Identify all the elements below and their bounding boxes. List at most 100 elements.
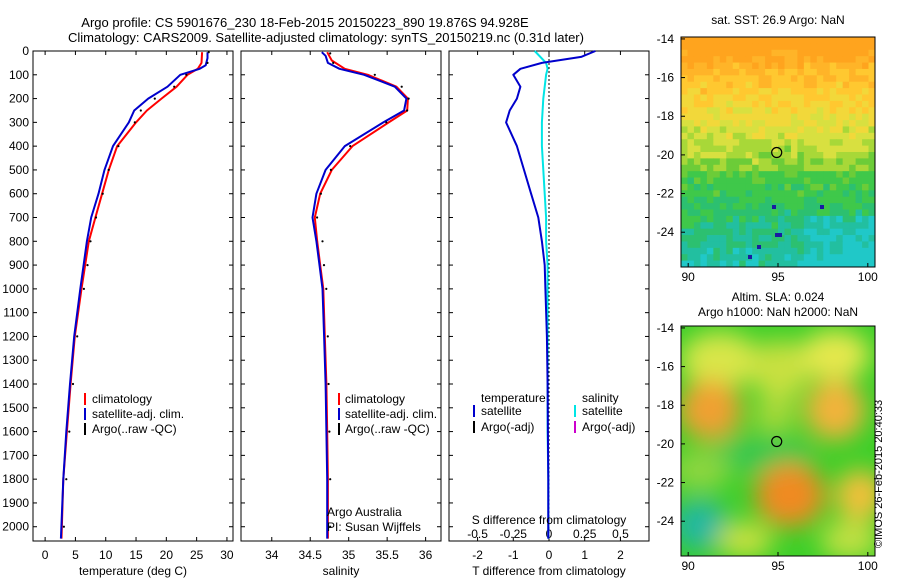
sst-cell bbox=[693, 126, 701, 134]
sst-cell bbox=[706, 49, 714, 57]
sst-cell bbox=[765, 139, 772, 147]
sst-cell bbox=[862, 62, 869, 70]
longitude-tick-label: 95 bbox=[771, 559, 785, 573]
sst-cell bbox=[862, 190, 869, 198]
sst-cell bbox=[765, 158, 772, 166]
sst-cell bbox=[706, 196, 714, 204]
sst-cell bbox=[739, 100, 747, 108]
sst-cell bbox=[700, 209, 708, 217]
sst-cell bbox=[752, 62, 759, 70]
sst-cell bbox=[784, 260, 792, 267]
sst-cell bbox=[693, 75, 701, 83]
latitude-tick-label: -18 bbox=[657, 398, 675, 412]
sst-cell bbox=[816, 113, 824, 121]
sst-cell bbox=[687, 183, 695, 191]
sst-cell bbox=[803, 260, 811, 267]
sst-cell bbox=[842, 81, 850, 89]
s-difference-x-axis: -0.5 -0.25 0 0.25 0.5 bbox=[467, 527, 629, 541]
sst-cell bbox=[752, 152, 759, 159]
sst-cell bbox=[758, 196, 766, 204]
sst-cell bbox=[816, 260, 824, 267]
sst-cell bbox=[823, 62, 831, 70]
sst-cell bbox=[681, 183, 688, 191]
sst-cell bbox=[765, 241, 772, 249]
sst-cell bbox=[810, 254, 818, 262]
sst-cell bbox=[803, 132, 811, 140]
sst-cell bbox=[739, 241, 747, 249]
sst-cell bbox=[823, 209, 831, 217]
sst-cell bbox=[732, 235, 740, 242]
sst-cell bbox=[732, 203, 740, 210]
salinity-tick-label: 35.5 bbox=[375, 548, 399, 562]
sst-cell bbox=[771, 88, 779, 95]
sst-cell bbox=[868, 171, 875, 178]
sst-cell bbox=[862, 132, 869, 140]
sst-cell bbox=[732, 177, 740, 185]
sst-cell bbox=[784, 68, 792, 76]
sst-cell bbox=[681, 254, 688, 262]
sst-cell bbox=[803, 145, 811, 153]
sst-cell bbox=[810, 75, 818, 83]
sst-cell bbox=[771, 215, 779, 223]
sst-cell bbox=[700, 100, 708, 108]
sst-cell bbox=[855, 190, 863, 198]
sst-cell bbox=[726, 158, 734, 166]
sst-cell bbox=[868, 43, 875, 51]
sst-cell bbox=[713, 68, 721, 76]
sst-cell bbox=[810, 62, 818, 70]
sst-cell bbox=[758, 215, 766, 223]
sst-cell bbox=[752, 113, 759, 121]
sst-cell bbox=[745, 177, 753, 185]
sst-cell bbox=[757, 245, 761, 249]
sst-cell bbox=[790, 113, 798, 121]
sst-cell bbox=[816, 209, 824, 217]
sst-cell bbox=[829, 247, 837, 255]
sst-cell bbox=[823, 152, 831, 159]
sst-cell bbox=[790, 152, 798, 159]
sst-cell bbox=[681, 164, 688, 172]
temperature-difference-line bbox=[505, 50, 596, 539]
sst-cell bbox=[726, 100, 734, 108]
sst-cell bbox=[836, 215, 844, 223]
sst-cell bbox=[706, 222, 714, 230]
sst-cell bbox=[778, 222, 785, 230]
sst-cell bbox=[836, 37, 844, 44]
annotation-argo-australia: Argo Australia bbox=[327, 505, 402, 519]
sst-cell bbox=[810, 235, 818, 242]
latitude-tick-label: -24 bbox=[657, 225, 675, 239]
sst-cell bbox=[823, 56, 831, 63]
sst-cell bbox=[758, 37, 766, 44]
sst-cell bbox=[771, 254, 779, 262]
sst-cell bbox=[823, 68, 831, 76]
sst-cell bbox=[862, 241, 869, 249]
sst-cell bbox=[739, 171, 747, 178]
sst-cell bbox=[790, 171, 798, 178]
sst-cell bbox=[836, 62, 844, 70]
sst-cell bbox=[765, 196, 772, 204]
sst-cell bbox=[797, 164, 805, 172]
salinity-x-axis: 34 34.5 35 35.5 36 bbox=[265, 51, 433, 562]
sst-cell bbox=[823, 183, 831, 191]
sst-cell bbox=[778, 171, 785, 178]
sst-cell bbox=[862, 120, 869, 127]
sst-cell bbox=[790, 56, 798, 63]
title-line-1: Argo profile: CS 5901676_230 18-Feb-2015… bbox=[81, 15, 529, 30]
sst-cell bbox=[719, 62, 727, 70]
depth-tick-label: 700 bbox=[9, 211, 29, 225]
sst-cell bbox=[778, 94, 785, 102]
sst-cell bbox=[719, 177, 727, 185]
sst-cell bbox=[726, 37, 734, 44]
sst-cell bbox=[803, 247, 811, 255]
sst-cell bbox=[836, 132, 844, 140]
sst-cell bbox=[842, 49, 850, 57]
sst-cell bbox=[868, 235, 875, 242]
sst-cell bbox=[700, 183, 708, 191]
sst-cell bbox=[803, 190, 811, 198]
sst-cell bbox=[706, 43, 714, 51]
sst-cell bbox=[687, 113, 695, 121]
sst-cell bbox=[816, 132, 824, 140]
sst-cell bbox=[816, 196, 824, 204]
sst-cell bbox=[810, 88, 818, 95]
sst-cell bbox=[829, 177, 837, 185]
sst-cell bbox=[706, 235, 714, 242]
